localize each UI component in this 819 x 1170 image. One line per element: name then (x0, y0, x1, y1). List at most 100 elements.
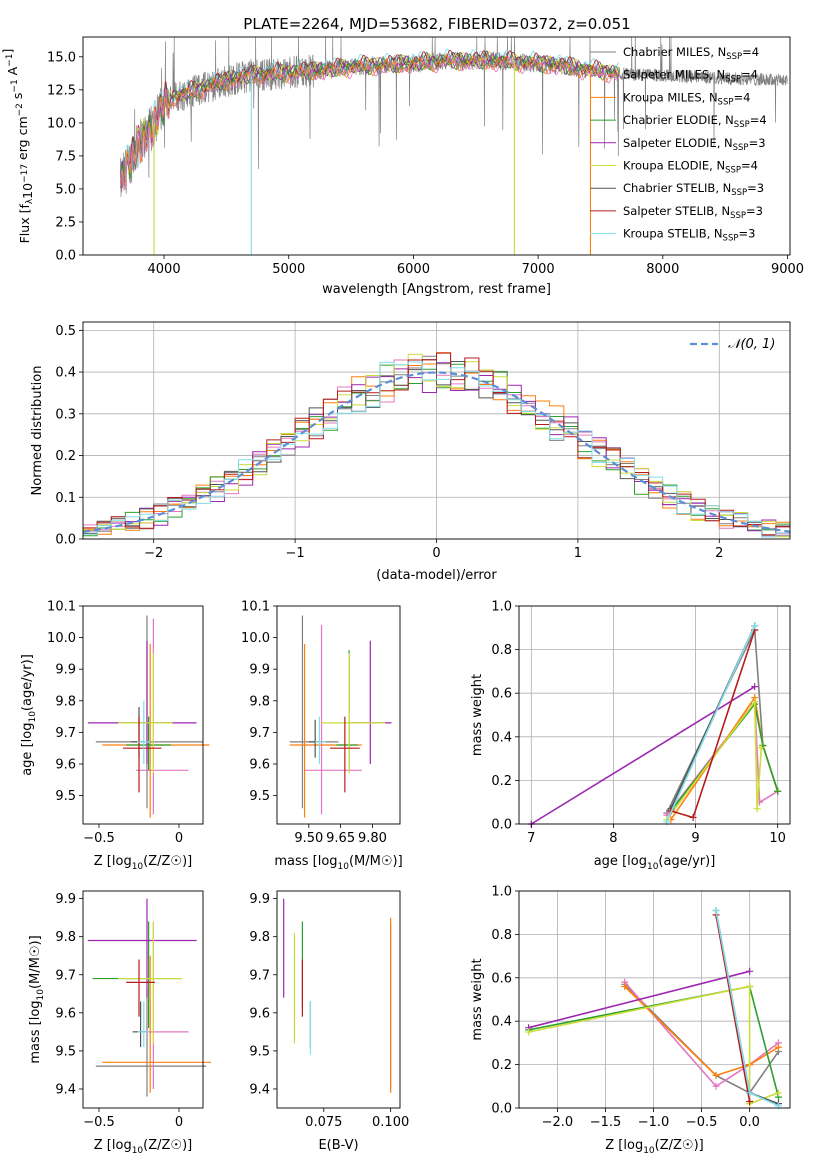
y-axis-label: Flux [fλ10−17 erg cm−2 s−1 A−1] (0, 49, 35, 244)
y-axis-label-part: ] (0, 49, 15, 54)
x-axis-label: mass [log10(M/M☉)] (274, 854, 402, 872)
y-tick-label: 0.4 (55, 366, 76, 381)
y-tick-label: 9.4 (55, 1082, 76, 1097)
legend-label-tail: =4 (741, 68, 758, 82)
mass-weight-marker (712, 1082, 720, 1090)
y-tick-label: 9.5 (249, 1044, 270, 1059)
x-tick-label: −0.5 (83, 831, 115, 846)
y-axis-label-part: A (5, 66, 20, 79)
x-axis-label-sub: 10 (647, 862, 659, 872)
mass-weight-line (715, 914, 751, 1102)
legend-label-tail: =3 (747, 181, 764, 195)
y-tick-label: 9.8 (55, 930, 76, 945)
y-axis-label-part: s (10, 93, 25, 104)
legend-label-sub: SSP (725, 166, 741, 176)
y-tick-label: 0.4 (491, 1015, 512, 1030)
x-tick-label: 0.0 (739, 1115, 760, 1130)
axes-frame (82, 890, 204, 1109)
legend-label-sub: SSP (723, 234, 739, 244)
legend-label: Kroupa STELIB, NSSP=3 (623, 227, 755, 244)
y-tick-label: 5.0 (55, 182, 76, 197)
axes-frame (518, 605, 791, 825)
mass-weight-marker (774, 1089, 782, 1097)
y-tick-label: 12.5 (47, 83, 76, 98)
y-tick-label: 15.0 (47, 50, 76, 65)
x-axis-label-tail: (age/yr)] (658, 854, 715, 869)
x-tick-label: 1 (574, 546, 582, 561)
y-tick-label: 9.9 (249, 663, 270, 678)
y-axis-label: Normed distribution (30, 366, 45, 496)
mass-weight-line (666, 625, 756, 823)
x-axis-label-tail: (Z/Z☉)] (143, 1138, 192, 1153)
x-tick-label: 4000 (148, 262, 181, 277)
y-tick-label: 10.0 (47, 631, 76, 646)
y-tick-label: 10.1 (241, 600, 270, 615)
legend-label-sub: SSP (730, 211, 746, 221)
spectrum-model-line-3 (119, 53, 620, 184)
mass-weight-marker (621, 982, 629, 990)
mass-weight-marker (712, 1071, 720, 1079)
y-tick-label: 9.6 (55, 757, 76, 772)
mass-weight-marker (751, 698, 759, 706)
x-axis-label-sub: 10 (132, 862, 144, 872)
x-tick-label: 2 (715, 546, 723, 561)
legend-label: Chabrier STELIB, NSSP=3 (623, 181, 764, 198)
gaussian-curve (82, 371, 791, 533)
x-tick-label: 7 (527, 831, 535, 846)
y-tick-label: 0.6 (491, 971, 512, 986)
y-axis-label: age [log10(age/yr)] (20, 654, 38, 776)
mass-weight-marker (746, 1089, 754, 1097)
y-tick-label: 9.7 (249, 726, 270, 741)
y-axis-label-part: erg cm (15, 116, 30, 164)
x-axis-label-sub: 10 (132, 1146, 144, 1156)
y-tick-label: 9.5 (55, 789, 76, 804)
y-tick-label: 9.9 (249, 892, 270, 907)
x-tick-label: 9000 (771, 262, 804, 277)
y-axis-label-part: −17 (20, 164, 30, 183)
mass-weight-marker (746, 967, 754, 975)
y-tick-label: 0.0 (55, 533, 76, 548)
x-tick-label: 5000 (272, 262, 305, 277)
y-axis-label-sub: 10 (28, 711, 38, 723)
y-tick-label: 0.4 (491, 730, 512, 745)
mass-weight-marker (746, 982, 754, 990)
legend-label-sub: SSP (731, 188, 747, 198)
legend-label-sub: SSP (726, 52, 742, 62)
legend-label-sub: SSP (733, 143, 749, 153)
x-axis-label-sub: 10 (643, 1146, 655, 1156)
y-tick-label: 0.8 (491, 928, 512, 943)
x-axis-label: (data-model)/error (376, 568, 497, 583)
legend-label-tail: =3 (746, 204, 763, 218)
x-tick-label: 10 (769, 831, 786, 846)
y-tick-label: 10.0 (241, 631, 270, 646)
y-tick-label: 0.6 (491, 687, 512, 702)
y-tick-label: 9.6 (249, 757, 270, 772)
mass-weight-line (528, 970, 750, 1029)
legend-label-tail: =3 (738, 227, 755, 241)
x-tick-label: 0 (175, 1115, 183, 1130)
y-tick-label: 9.9 (55, 663, 76, 678)
x-tick-label: −0.5 (686, 1115, 718, 1130)
y-tick-label: 9.6 (249, 1006, 270, 1021)
mass-weight-marker (751, 683, 759, 691)
x-axis-label-sub: 10 (338, 862, 350, 872)
y-tick-label: 0.0 (491, 1102, 512, 1117)
y-tick-label: 9.8 (249, 930, 270, 945)
legend-label: Salpeter ELODIE, NSSP=3 (623, 136, 766, 153)
y-tick-label: 9.7 (55, 968, 76, 983)
y-tick-label: 1.0 (491, 885, 512, 900)
x-axis-label: age [log10(age/yr)] (594, 854, 716, 872)
legend-label: Chabrier MILES, NSSP=4 (623, 45, 759, 62)
x-tick-label: 9 (691, 831, 699, 846)
legend-label-tail: =4 (741, 159, 758, 173)
spectrum-model-line-5 (119, 51, 619, 192)
y-tick-label: 9.8 (55, 694, 76, 709)
y-tick-label: 9.7 (55, 726, 76, 741)
y-tick-label: 9.7 (249, 968, 270, 983)
mass-weight-line (666, 699, 763, 821)
y-tick-label: 9.6 (55, 1006, 76, 1021)
spectrum-model-line-1 (119, 56, 620, 191)
y-axis-label: mass weight (470, 958, 485, 1040)
axes-frame (82, 36, 791, 256)
